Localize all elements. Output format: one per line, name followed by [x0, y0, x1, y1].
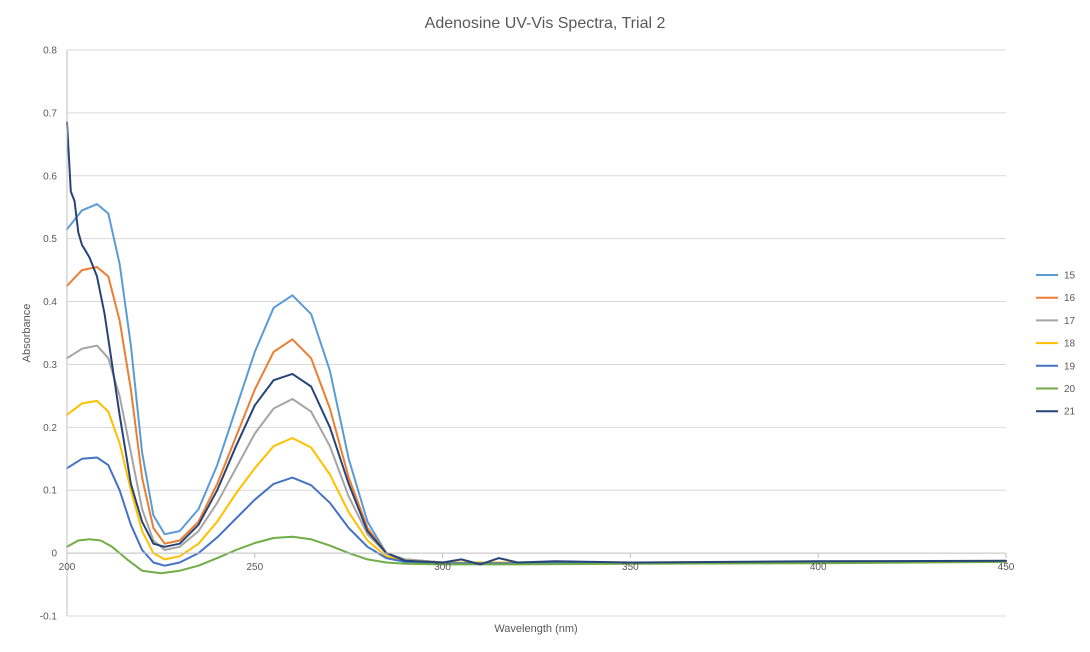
axes: -0.1 0 0.1 0.2 0.3 0.4 0.5 0.6 0.7 0.8 200 250 300 35… — [40, 46, 1015, 623]
legend-label-15: 15 — [1064, 271, 1076, 282]
y-tick-label: 0.7 — [43, 108, 57, 119]
y-tick-label: 0.1 — [43, 486, 57, 497]
legend: 15 16 17 18 19 20 21 — [1036, 271, 1076, 418]
y-tick-label: 0.5 — [43, 234, 57, 245]
legend-label-17: 17 — [1064, 316, 1076, 327]
grid-lines — [67, 49, 1006, 617]
y-tick-label: 0.6 — [43, 171, 57, 182]
legend-label-20: 20 — [1064, 384, 1076, 395]
x-axis-label: Wavelength (nm) — [494, 623, 577, 635]
series-line-21 — [66, 121, 1007, 566]
x-tick-label: 350 — [622, 562, 639, 573]
x-tick-label: 250 — [246, 562, 263, 573]
legend-label-16: 16 — [1064, 293, 1076, 304]
y-tick-label: 0.3 — [43, 360, 57, 371]
series-layer — [66, 121, 1007, 575]
legend-label-18: 18 — [1064, 339, 1076, 350]
series-line-19 — [66, 456, 1007, 567]
y-tick-label: -0.1 — [40, 612, 58, 623]
legend-label-19: 19 — [1064, 361, 1076, 372]
y-axis-label: Absorbance — [21, 304, 33, 363]
x-tick-label: 400 — [810, 562, 827, 573]
y-tick-label: 0.4 — [43, 297, 57, 308]
series-line-20 — [66, 535, 1007, 575]
y-tick-label: 0.2 — [43, 423, 57, 434]
x-tick-label: 450 — [998, 562, 1015, 573]
x-tick-label: 300 — [434, 562, 451, 573]
x-tick-label: 200 — [59, 562, 76, 573]
y-tick-label: 0.8 — [43, 46, 57, 57]
series-line-18 — [66, 399, 1007, 564]
series-line-17 — [66, 344, 1007, 564]
legend-label-21: 21 — [1064, 407, 1076, 418]
chart-title: Adenosine UV-Vis Spectra, Trial 2 — [425, 15, 666, 32]
y-tick-label: 0 — [51, 549, 57, 560]
